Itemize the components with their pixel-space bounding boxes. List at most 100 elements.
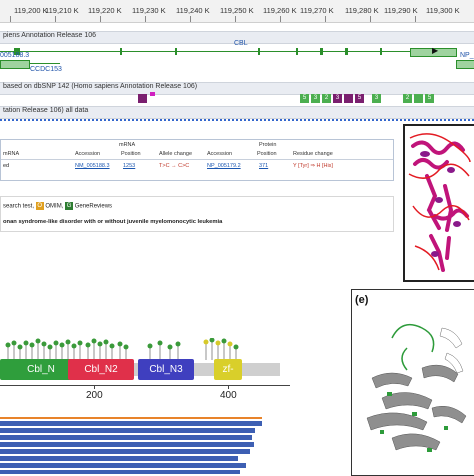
ccdc153-gene-line[interactable]: [0, 63, 60, 64]
mrna-group-header: mRNA: [119, 142, 136, 148]
ruler-tick-label: 119,300 K: [426, 6, 460, 15]
genereviews-icon: G: [65, 202, 74, 210]
table-cell: ed: [3, 163, 10, 169]
panel-e-label: (e): [355, 294, 369, 306]
table-divider: [1, 159, 393, 160]
nm-label[interactable]: 005188.3: [0, 52, 30, 59]
axis-label-200: 200: [86, 390, 103, 401]
axis-tick: [94, 385, 95, 389]
snp-marker[interactable]: [150, 92, 155, 96]
ruler-tick: [235, 16, 236, 22]
domain-zinc-finger[interactable]: zf-: [214, 359, 242, 380]
genereviews-link[interactable]: GeneReviews: [74, 203, 113, 210]
protein-group-header: Protein: [259, 142, 277, 148]
ruler-tick-label: 119,260 K: [263, 6, 297, 15]
protein-structure-gray-image: [366, 323, 467, 452]
ruler-tick-label: 119,200 K: [14, 6, 48, 15]
ruler-tick-label: 119,290 K: [384, 6, 418, 15]
protein-ribbon-image: [408, 133, 471, 272]
np-label[interactable]: NP_: [460, 52, 474, 59]
ruler-tick: [325, 16, 326, 22]
exon-utr: [410, 48, 457, 57]
exon: [175, 48, 177, 55]
exon-utr: [456, 60, 474, 69]
snp-marker[interactable]: [138, 94, 147, 103]
axis-label-400: 400: [220, 390, 237, 401]
domain-cbl-n3[interactable]: Cbl_N3: [138, 359, 194, 380]
disorder-name[interactable]: onan syndrome-like disorder with or with…: [3, 219, 223, 225]
ruler-tick: [280, 16, 281, 22]
axis-tick: [228, 385, 229, 389]
all-data-track-title: tation Release 106) all data: [3, 107, 89, 114]
alignment-bar: [0, 442, 254, 447]
annotation-track-header[interactable]: piens Annotation Release 106: [0, 31, 474, 44]
col-header: Accession: [207, 151, 233, 157]
col-header: Residue change: [293, 151, 333, 157]
ruler-tick: [415, 16, 416, 22]
alignment-bar: [0, 449, 250, 454]
protein-structure-panel: [403, 124, 474, 282]
col-header: Allele change: [159, 151, 193, 157]
search-test-label: search test,: [3, 203, 35, 210]
protein-accession-link[interactable]: NP_005179.2: [207, 163, 241, 169]
snp-track-header[interactable]: based on dbSNP 142 (Homo sapiens Annotat…: [0, 82, 474, 95]
snp-marker[interactable]: 3: [372, 94, 381, 103]
ruler-tick-label: 119,240 K: [176, 6, 210, 15]
snp-marker[interactable]: 2: [403, 94, 412, 103]
cbl-gene-label[interactable]: CBL: [234, 40, 248, 47]
mrna-accession-link[interactable]: NM_005188.3: [75, 163, 110, 169]
ruler-tick-label: 119,220 K: [88, 6, 122, 15]
exon: [380, 48, 382, 55]
variation-density-strip: [0, 119, 474, 121]
col-header: Position: [257, 151, 277, 157]
position-axis: [0, 385, 290, 386]
allele-change: T>C → C>C: [159, 163, 190, 169]
annotation-track-title: piens Annotation Release 106: [3, 32, 97, 39]
omim-link[interactable]: OMIM,: [45, 203, 64, 210]
domain-cbl-n2[interactable]: Cbl_N2: [68, 359, 134, 380]
ruler-tick: [55, 16, 56, 22]
protein-position-link[interactable]: 371: [259, 163, 269, 169]
ruler-tick-label: 119,270 K: [300, 6, 334, 15]
mrna-position-link[interactable]: 1253: [123, 163, 136, 169]
ruler-tick-label: 119,250 K: [220, 6, 254, 15]
exon-utr: [0, 60, 30, 69]
exon: [320, 48, 323, 55]
alignment-bar: [0, 463, 246, 468]
left-column-header: mRNA: [3, 151, 20, 157]
ruler-tick: [10, 16, 11, 22]
residue-change: Y [Tyr] ⇒ H [His]: [293, 163, 333, 169]
snp-marker[interactable]: [414, 94, 423, 103]
snp-track-title: based on dbSNP 142 (Homo sapiens Annotat…: [3, 83, 198, 90]
clinical-info-box: search test, O OMIM, G GeneReviews onan …: [0, 196, 394, 232]
genome-ruler[interactable]: 119,200 K 119,210 K 119,220 K 119,230 K …: [0, 0, 474, 23]
exon: [120, 48, 122, 55]
snp-marker[interactable]: 2: [322, 94, 331, 103]
ruler-tick-label: 119,280 K: [345, 6, 379, 15]
snp-marker[interactable]: [344, 94, 353, 103]
all-data-track-header[interactable]: tation Release 106) all data: [0, 106, 474, 119]
exon: [258, 48, 260, 55]
variant-table: mRNA Protein mRNA Accession Position All…: [0, 139, 394, 181]
alignment-bar: [0, 470, 240, 474]
col-header: Position: [121, 151, 141, 157]
alignment-bar: [0, 428, 255, 433]
ruler-tick: [100, 16, 101, 22]
ruler-tick-label: 119,210 K: [45, 6, 79, 15]
alignment-bar-orange: [0, 417, 262, 419]
omim-icon: O: [35, 202, 44, 210]
snp-marker[interactable]: 5: [355, 94, 364, 103]
direction-arrow-icon: ▶: [432, 46, 439, 55]
ccdc153-gene-label[interactable]: CCDC153: [30, 66, 62, 73]
alignment-bar: [0, 456, 238, 461]
exon: [14, 48, 20, 55]
snp-marker[interactable]: 5: [425, 94, 434, 103]
domain-cbl-n[interactable]: Cbl_N: [0, 359, 82, 380]
ruler-tick-label: 119,230 K: [132, 6, 166, 15]
mutation-lollipops: [0, 337, 300, 360]
snp-marker[interactable]: 3: [333, 94, 342, 103]
snp-marker[interactable]: 5: [300, 94, 309, 103]
cbl-gene-line[interactable]: [0, 51, 455, 52]
ruler-tick: [145, 16, 146, 22]
snp-marker[interactable]: 3: [311, 94, 320, 103]
